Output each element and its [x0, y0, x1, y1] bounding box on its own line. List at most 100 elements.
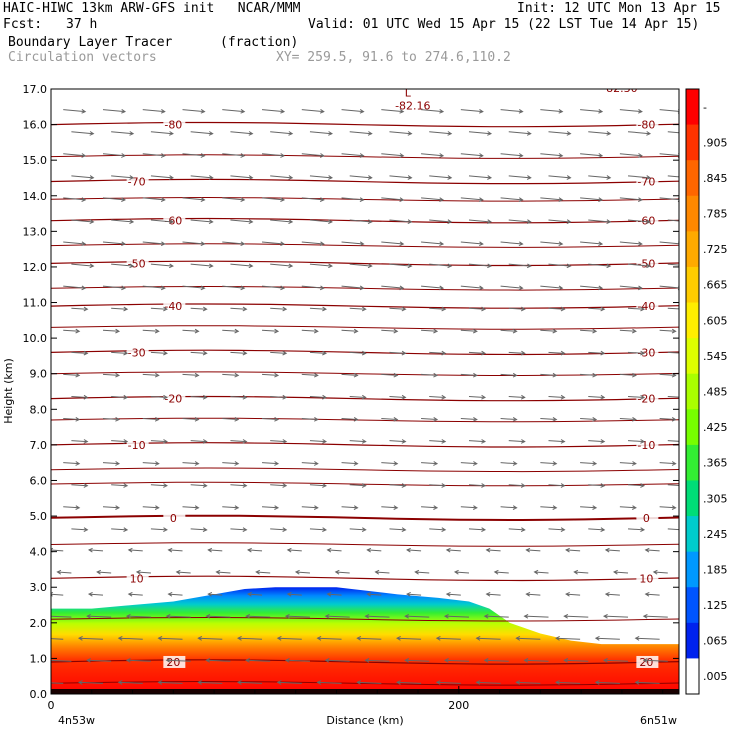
wind-vector — [429, 527, 447, 533]
isotherm-label: -10 — [637, 439, 655, 452]
wind-vector — [366, 547, 382, 553]
wind-vector — [500, 153, 524, 158]
wind-vector — [102, 241, 127, 247]
wind-vector — [150, 394, 168, 400]
wind-vector — [349, 527, 367, 533]
isotherm-line — [51, 196, 679, 202]
y-tick-label: 14.0 — [23, 190, 48, 203]
colorbar-label: .365 — [703, 457, 728, 470]
wind-vector — [71, 219, 95, 225]
terrain-line — [51, 689, 679, 694]
wind-vector — [508, 394, 526, 400]
colorbar-swatch — [686, 124, 699, 161]
wind-vector — [580, 328, 598, 334]
wind-vector — [63, 505, 81, 510]
wind-vector — [77, 680, 104, 685]
wind-vector — [63, 416, 81, 422]
wind-vector — [341, 505, 359, 510]
isotherm-line — [51, 121, 679, 128]
wind-vector — [222, 197, 246, 202]
wind-vector — [182, 197, 206, 202]
wind-vector — [493, 569, 509, 575]
wind-vector — [142, 108, 166, 114]
wind-vector — [627, 219, 652, 225]
wind-vector — [460, 328, 478, 334]
wind-vector — [341, 108, 365, 114]
wind-vector — [117, 635, 143, 641]
wind-vector — [261, 153, 286, 158]
wind-vector — [309, 175, 333, 180]
wind-vector — [421, 505, 439, 510]
wind-vector — [222, 416, 240, 422]
wind-vector — [301, 197, 325, 202]
wind-vector — [341, 461, 359, 466]
wind-vector — [642, 658, 668, 663]
colorbar-swatch — [686, 89, 699, 126]
wind-vector — [197, 680, 223, 685]
wind-vector — [588, 306, 606, 312]
wind-vector — [270, 263, 294, 269]
y-tick-label: 4.0 — [30, 546, 48, 559]
wind-vector — [301, 505, 319, 510]
wind-vector — [602, 613, 629, 619]
wind-vector — [102, 108, 127, 114]
wind-vector — [381, 197, 405, 202]
wind-vector — [190, 439, 208, 444]
wind-vector — [445, 591, 461, 597]
wind-vector — [230, 439, 248, 444]
isotherm-label-bg — [636, 346, 659, 359]
wind-vector — [619, 108, 643, 114]
wind-vector — [246, 547, 263, 553]
wind-vector — [142, 372, 160, 378]
wind-vector — [421, 241, 445, 247]
wind-vector — [468, 350, 487, 356]
wind-vector — [627, 306, 646, 312]
wind-vector — [71, 306, 89, 312]
wind-vector — [580, 153, 604, 158]
wind-vector — [182, 416, 200, 422]
isotherm-label: 20 — [166, 656, 180, 669]
wind-vector — [548, 483, 566, 488]
wind-vector — [63, 197, 87, 202]
wind-vector — [182, 153, 206, 158]
wind-vector — [381, 285, 405, 291]
wind-vector — [207, 547, 223, 553]
wind-vector — [500, 372, 518, 378]
wind-vector — [508, 175, 532, 180]
wind-vector — [86, 658, 112, 663]
wind-vector — [102, 328, 121, 334]
wind-vector — [381, 461, 399, 466]
wind-vector — [588, 527, 606, 533]
wind-vector — [63, 241, 87, 247]
wind-vector — [341, 285, 365, 291]
wind-vector — [460, 505, 478, 510]
wind-vector — [301, 108, 325, 114]
wind-vector — [406, 547, 422, 553]
wind-vector — [435, 680, 461, 685]
wind-vector — [580, 241, 604, 247]
wind-vector — [500, 108, 524, 114]
wind-vector — [389, 483, 407, 488]
wind-vector — [404, 613, 430, 619]
isotherm-label-bg — [163, 392, 186, 405]
wind-vector — [421, 285, 445, 291]
wind-vector — [627, 527, 646, 533]
wind-vector — [667, 440, 679, 442]
x-axis-label: Distance (km) — [326, 714, 403, 727]
wind-vector — [659, 153, 679, 158]
wind-vector — [389, 350, 407, 356]
wind-vector — [421, 416, 439, 422]
wind-vector — [627, 483, 646, 488]
wind-vector — [580, 372, 598, 378]
wind-vector — [157, 635, 183, 641]
wind-vector — [366, 591, 382, 597]
wind-vector — [634, 680, 660, 685]
wind-vector — [548, 394, 566, 400]
colorbar-swatch — [686, 480, 699, 517]
wind-vector — [111, 394, 129, 400]
wind-vector — [500, 285, 524, 291]
wind-vector — [230, 175, 254, 180]
wind-vector — [301, 153, 325, 158]
isotherm-line — [51, 542, 679, 547]
